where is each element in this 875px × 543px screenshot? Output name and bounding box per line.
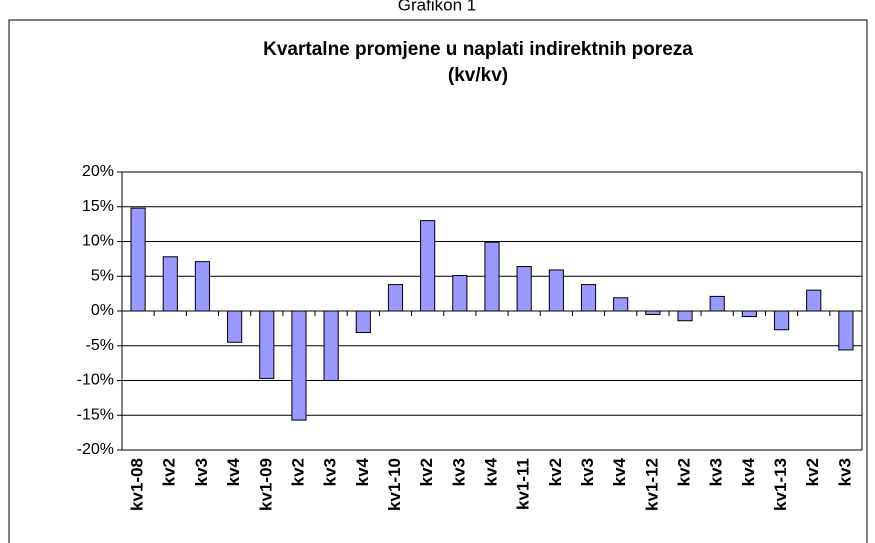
x-tick-label: kv1-13 — [771, 458, 790, 511]
x-tick-label: kv1-12 — [642, 458, 661, 511]
bar — [484, 241, 500, 312]
x-tick-label: kv3 — [707, 458, 726, 486]
x-tick-label: kv4 — [610, 457, 629, 486]
bar — [645, 310, 661, 315]
y-tick-label: -5% — [86, 337, 114, 354]
caption: Grafikon 1 — [398, 0, 476, 14]
bar — [806, 289, 822, 312]
x-tick-label: kv3 — [449, 458, 468, 486]
bar — [613, 297, 629, 312]
bar — [773, 310, 790, 331]
y-tick-label: -20% — [77, 441, 114, 458]
bar — [516, 266, 532, 312]
y-tick-label: 5% — [91, 267, 114, 284]
x-tick-label: kv2 — [675, 458, 694, 486]
x-tick-label: kv1-10 — [385, 458, 404, 511]
x-tick-label: kv4 — [739, 457, 758, 486]
bar — [741, 310, 757, 318]
bar — [323, 310, 339, 381]
bar — [194, 261, 211, 312]
y-tick-label: 0% — [91, 302, 114, 319]
x-tick-label: kv1-08 — [128, 458, 147, 511]
y-tick-label: 15% — [82, 198, 114, 215]
bar — [355, 310, 371, 334]
bar — [580, 284, 597, 312]
x-tick-label: kv1-11 — [514, 458, 533, 510]
x-tick-label: kv1-09 — [256, 458, 275, 511]
x-tick-label: kv3 — [835, 458, 854, 486]
y-tick-label: 20% — [82, 163, 114, 180]
x-tick-label: kv2 — [803, 458, 822, 486]
x-tick-label: kv2 — [546, 458, 565, 486]
y-tick-label: 10% — [82, 233, 114, 250]
bar — [291, 310, 307, 421]
chart-frame — [8, 19, 868, 543]
x-tick-label: kv4 — [353, 457, 372, 486]
bar — [548, 269, 564, 312]
x-tick-label: kv2 — [160, 458, 179, 486]
bar — [130, 207, 146, 312]
y-tick-label: -15% — [77, 406, 114, 423]
bar — [227, 310, 243, 343]
x-tick-label: kv3 — [321, 458, 340, 486]
bar — [420, 220, 436, 312]
bar — [259, 310, 275, 379]
bar — [452, 275, 468, 312]
x-tick-label: kv4 — [224, 457, 243, 486]
y-tick-label: -10% — [77, 372, 114, 389]
x-tick-label: kv2 — [288, 458, 307, 486]
bar — [387, 284, 404, 312]
chart-subtitle: (kv/kv) — [448, 65, 508, 86]
x-tick-label: kv3 — [578, 458, 597, 486]
bar — [709, 295, 725, 312]
bar — [162, 256, 178, 312]
chart-title: Kvartalne promjene u naplati indirektnih… — [263, 39, 693, 60]
x-tick-label: kv2 — [417, 458, 436, 486]
x-tick-label: kv4 — [481, 457, 500, 486]
x-tick-label: kv3 — [192, 458, 211, 486]
bar — [838, 310, 854, 351]
bar — [677, 310, 693, 322]
